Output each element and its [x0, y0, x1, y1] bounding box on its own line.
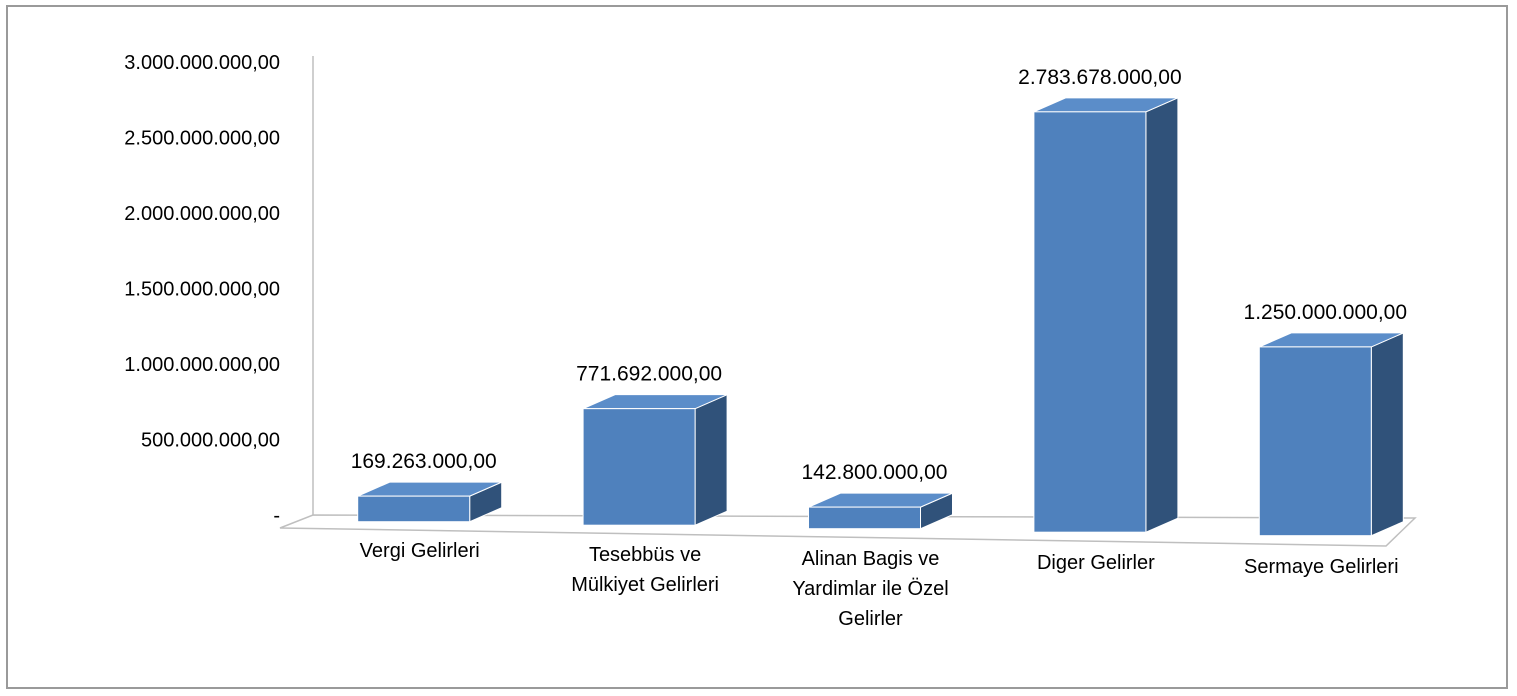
y-tick-label: 500.000.000,00 — [141, 430, 280, 452]
x-axis-category-labels: Vergi Gelirleri Tesebbüs ve Mülkiyet Gelir… — [360, 540, 1399, 630]
bar-side-face — [1370, 332, 1404, 537]
data-label: 1.250.000.000,00 — [1244, 301, 1408, 324]
bar — [808, 492, 953, 530]
bar — [1258, 332, 1404, 537]
y-tick-label: 2.500.000.000,00 — [124, 128, 280, 150]
bar — [582, 393, 728, 526]
bar-front-face — [808, 506, 921, 530]
bar-side-face — [1145, 97, 1179, 533]
y-axis-tick-labels: - 500.000.000,00 1.000.000.000,00 1.500.000… — [124, 52, 280, 527]
bar-front-face — [357, 495, 471, 523]
category-label: Tesebbüs ve Mülkiyet Gelirleri — [571, 544, 719, 596]
bar-side-face — [694, 393, 728, 526]
bar — [357, 481, 503, 523]
data-label: 771.692.000,00 — [576, 363, 722, 386]
data-label: 142.800.000,00 — [802, 461, 948, 484]
data-label: 2.783.678.000,00 — [1018, 66, 1182, 89]
category-label: Alinan Bagis ve Yardimlar ile Özel Gelirle… — [792, 548, 948, 630]
category-label: Diger Gelirler — [1037, 552, 1155, 574]
bar-front-face — [1258, 346, 1372, 537]
chart-frame — [6, 5, 1508, 689]
y-tick-label: 1.500.000.000,00 — [124, 279, 280, 301]
bar — [1033, 97, 1179, 533]
bar-front-face — [1033, 111, 1147, 533]
bar-front-face — [582, 408, 696, 526]
bar-series — [357, 97, 1404, 537]
category-label: Sermaye Gelirleri — [1244, 556, 1398, 578]
data-label: 169.263.000,00 — [351, 450, 497, 473]
data-labels: 169.263.000,00 771.692.000,00 142.800.000,… — [351, 66, 1407, 484]
y-tick-label: - — [273, 505, 280, 527]
y-tick-label: 1.000.000.000,00 — [124, 354, 280, 376]
y-tick-label: 2.000.000.000,00 — [124, 203, 280, 225]
y-tick-label: 3.000.000.000,00 — [124, 52, 280, 74]
category-label: Vergi Gelirleri — [360, 540, 480, 562]
